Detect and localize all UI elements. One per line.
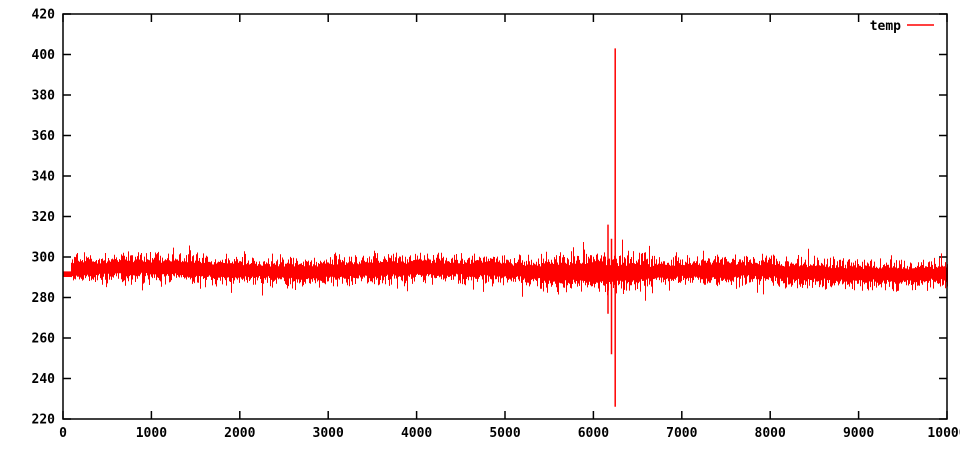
y-tick-label: 320 — [32, 210, 56, 225]
plot-generated-content: 0 1000 2000 3000 4000 5000 6000 7000 8000 9000 100… — [32, 8, 960, 442]
x-tick-label: 0 — [59, 426, 67, 441]
y-tick-label: 340 — [32, 170, 56, 185]
y-tick-label: 220 — [32, 413, 56, 428]
y-tick-label: 380 — [32, 89, 56, 104]
x-tick-label: 2000 — [224, 426, 255, 441]
x-tick-label: 5000 — [489, 426, 520, 441]
y-tick-label: 240 — [32, 372, 56, 387]
legend: temp — [870, 19, 934, 34]
y-tick-label: 400 — [32, 48, 56, 63]
temp-anomaly-spikes — [607, 48, 616, 407]
y-tick-label: 260 — [32, 332, 56, 347]
x-tick-label: 7000 — [666, 426, 697, 441]
y-tick-label: 280 — [32, 291, 56, 306]
plot-border — [62, 13, 948, 420]
x-tick-label: 9000 — [843, 426, 874, 441]
x-tick-label: 4000 — [401, 426, 432, 441]
y-tick-label: 300 — [32, 251, 56, 266]
x-tick-label: 1000 — [136, 426, 167, 441]
legend-label: temp — [870, 19, 901, 34]
y-tick-label: 360 — [32, 129, 56, 144]
x-tick-label: 6000 — [578, 426, 609, 441]
x-tick-label: 3000 — [313, 426, 344, 441]
x-tick-label: 10000 — [927, 426, 960, 441]
x-tick-label: 8000 — [755, 426, 786, 441]
y-tick-label: 420 — [32, 8, 56, 23]
temp-noise-trace — [63, 239, 948, 301]
